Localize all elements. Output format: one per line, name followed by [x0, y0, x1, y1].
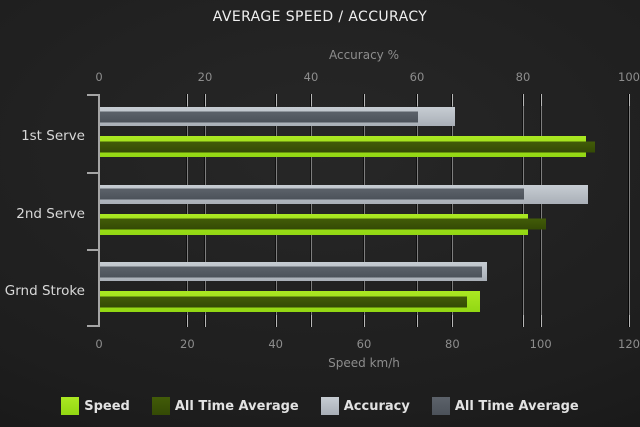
top-tick-label-100: 100	[618, 70, 640, 84]
top-tick-label-0: 0	[95, 70, 103, 84]
legend-label-1: All Time Average	[174, 398, 299, 414]
tick-top-60-bottom	[417, 315, 418, 327]
bar-all-time-average-1	[100, 188, 524, 200]
top-axis-title: Accuracy %	[328, 48, 400, 62]
bottom-axis-title: Speed km/h	[328, 356, 400, 370]
tick-bottom-100-bottom	[540, 315, 542, 327]
bar-speed-2	[100, 291, 480, 313]
bar-speed-0	[100, 136, 595, 157]
category-label-2nd-serve: 2nd Serve	[16, 205, 85, 222]
gridline-top-40	[311, 94, 312, 327]
bar-accuracy-1	[100, 184, 588, 204]
tick-bottom-120-top	[629, 94, 630, 106]
tick-bottom-120-bottom	[629, 315, 630, 327]
legend-label-3: All Time Average	[454, 398, 579, 414]
gridline-top-60	[417, 94, 418, 327]
bar-all-time-average-2	[100, 296, 467, 308]
tick-bottom-20-top	[187, 94, 189, 106]
y-axis-line	[98, 94, 100, 327]
bar-all-time-average-0	[100, 141, 595, 152]
tick-bottom-20-bottom	[187, 315, 189, 327]
legend-swatch-1	[151, 397, 170, 415]
bottom-tick-label-120: 120	[618, 337, 640, 351]
tick-bottom-60-bottom	[364, 315, 365, 327]
bar-all-time-average-1	[100, 218, 547, 230]
tick-top-40-top	[311, 94, 312, 106]
plot-area	[87, 94, 630, 327]
bar-accuracy-2	[100, 262, 487, 282]
chart-title: AVERAGE SPEED / ACCURACY	[212, 9, 428, 25]
tick-bottom-80-bottom	[452, 315, 454, 327]
bottom-tick-label-0: 0	[95, 337, 103, 351]
legend-swatch-3	[431, 397, 450, 415]
top-tick-label-20: 20	[197, 70, 213, 84]
bottom-tick-label-100: 100	[529, 337, 552, 351]
category-boundary-tick	[87, 172, 99, 174]
top-tick-label-40: 40	[303, 70, 319, 84]
legend-item-2: Accuracy	[320, 397, 410, 415]
gridline-bottom-100	[540, 94, 542, 327]
gridline-top-80	[523, 94, 524, 327]
bar-all-time-average-0	[100, 111, 418, 122]
tick-bottom-100-top	[540, 94, 542, 106]
bottom-tick-label-40: 40	[268, 337, 283, 351]
legend-item-3: All Time Average	[431, 397, 579, 415]
bottom-tick-label-20: 20	[180, 337, 195, 351]
gridline-bottom-80	[452, 94, 454, 327]
tick-top-20-top	[205, 94, 206, 106]
legend-label-0: Speed	[84, 398, 130, 414]
tick-bottom-40-bottom	[275, 315, 277, 327]
top-tick-label-60: 60	[409, 70, 425, 84]
legend-item-1: All Time Average	[151, 397, 299, 415]
tick-bottom-80-top	[452, 94, 454, 106]
gridline-bottom-20	[187, 94, 189, 327]
legend: Speed All Time Average Accuracy All Time Av…	[0, 397, 640, 415]
legend-label-2: Accuracy	[343, 398, 410, 414]
bar-all-time-average-2	[100, 266, 482, 278]
category-boundary-tick	[87, 249, 99, 251]
gridline-bottom-40	[275, 94, 277, 327]
bar-speed-1	[100, 213, 547, 235]
bottom-tick-label-80: 80	[445, 337, 460, 351]
tick-top-80-top	[523, 94, 524, 106]
tick-top-60-top	[417, 94, 418, 106]
category-boundary-tick	[87, 94, 99, 96]
top-tick-label-80: 80	[515, 70, 531, 84]
tick-top-40-bottom	[311, 315, 312, 327]
tick-bottom-40-top	[275, 94, 277, 106]
gridline-bottom-60	[364, 94, 365, 327]
category-boundary-tick	[87, 325, 99, 327]
legend-swatch-2	[320, 397, 339, 415]
gridline-bottom-120	[629, 94, 630, 327]
tick-bottom-60-top	[364, 94, 365, 106]
legend-swatch-0	[61, 397, 80, 415]
category-label-grnd-stroke: Grnd Stroke	[4, 283, 85, 300]
tick-top-20-bottom	[205, 315, 206, 327]
tick-top-80-bottom	[523, 315, 524, 327]
bar-accuracy-0	[100, 107, 456, 126]
gridline-top-20	[205, 94, 206, 327]
legend-item-0: Speed	[61, 397, 130, 415]
category-label-1st-serve: 1st Serve	[21, 127, 85, 144]
bottom-tick-label-60: 60	[356, 337, 372, 351]
